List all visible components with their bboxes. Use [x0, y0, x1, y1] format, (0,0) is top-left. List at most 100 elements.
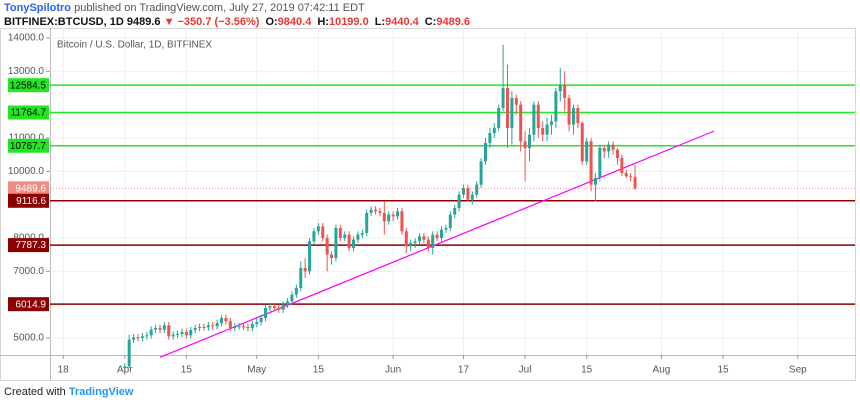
candle-body [202, 327, 206, 328]
candle-body [541, 128, 545, 135]
publish-line: TonySpilotro published on TradingView.co… [4, 2, 365, 14]
ohlc-value: 9840.4 [277, 16, 312, 28]
candle-body [620, 158, 624, 173]
candle-body [492, 128, 496, 133]
candle-body [413, 241, 417, 243]
candle-body [422, 236, 426, 240]
candle-body [224, 318, 228, 322]
change: ▼ −350.7 (−3.56%) [163, 16, 260, 28]
author[interactable]: TonySpilotro [4, 2, 72, 14]
candle-body [554, 91, 558, 122]
candle-body [352, 239, 356, 248]
published: published on TradingView.com, July 27, 2… [74, 2, 365, 14]
candle-body [171, 334, 175, 337]
candle-body [615, 149, 619, 158]
candle-body [396, 211, 400, 217]
candle-body [435, 234, 439, 238]
candle-body [607, 144, 611, 152]
x-tick-label: 15 [717, 365, 729, 376]
ohlc-key: C: [424, 16, 437, 28]
candle-body [330, 254, 334, 258]
ohlc-value: 9440.4 [385, 16, 419, 28]
x-tick-label: Jul [519, 365, 532, 376]
x-tick-label: Sep [789, 365, 807, 376]
candle-body [334, 228, 338, 258]
grid [50, 28, 855, 355]
candle-body [576, 108, 580, 123]
y-tick-label: 10000.0 [8, 166, 45, 177]
last-price: 9489.6 [126, 16, 161, 28]
candle-body [154, 328, 158, 330]
chart-title: Bitcoin / U.S. Dollar, 1D, BITFINEX [57, 40, 212, 51]
candle-body [356, 234, 360, 240]
candle-body [325, 238, 329, 255]
candle-body [514, 98, 518, 105]
candle-body [532, 104, 536, 135]
candle-body [277, 308, 281, 310]
candle-body [519, 104, 523, 142]
candle-body [140, 336, 144, 338]
chart: Bitcoin / U.S. Dollar, 1D, BITFINEX 18 Ap… [0, 28, 856, 381]
candle-body [149, 329, 153, 336]
candle-body [299, 268, 303, 288]
level-label: 10767.7 [10, 141, 47, 152]
candle-body [593, 178, 597, 185]
x-tick-label: Jun [385, 365, 401, 376]
candle-body [233, 326, 237, 328]
candle-body [418, 236, 422, 242]
candle-body [483, 143, 487, 162]
ohlc: O:9840.4 H:10199.0 L:9440.4 C:9489.6 [259, 16, 470, 28]
candle-body [378, 211, 382, 213]
ohlc-value: 10199.0 [328, 16, 369, 28]
candle-body [444, 228, 448, 230]
candle-body [624, 173, 628, 177]
candle-body [228, 321, 232, 328]
brand[interactable]: TradingView [68, 386, 134, 398]
x-tick-label: 17 [458, 365, 470, 376]
level-box [8, 105, 49, 120]
candle-body [303, 268, 307, 272]
candle-body [545, 124, 549, 135]
candle-body [127, 339, 131, 367]
candle-body [215, 323, 219, 327]
candle-body [290, 294, 294, 302]
candle-body [136, 337, 140, 339]
candle-body [338, 228, 342, 238]
x-tick-label: 18 [58, 365, 70, 376]
candle-body [193, 328, 197, 330]
candle-body [549, 121, 553, 125]
candle-body [431, 234, 435, 248]
last-price-label: 9489.6 [15, 183, 46, 194]
candle-body [453, 208, 457, 215]
candle-body [237, 326, 241, 328]
candle-body [272, 306, 276, 308]
candle-body [510, 98, 514, 128]
candle-body [343, 234, 347, 238]
candle-body [211, 325, 215, 327]
candle-body [479, 161, 483, 185]
candle-body [189, 330, 193, 336]
candle-body [294, 288, 298, 295]
candle-body [563, 84, 567, 98]
candle-body [167, 325, 171, 337]
level-box [8, 238, 49, 253]
candle-body [264, 308, 268, 318]
level-label: 11764.7 [11, 108, 47, 119]
candle-body [321, 226, 325, 238]
level-box [8, 78, 49, 93]
footer: Created with TradingView [4, 386, 133, 398]
level-box [8, 138, 49, 153]
candle-body [312, 231, 316, 242]
candle-body [281, 304, 285, 310]
candle-body [426, 239, 430, 248]
candle-body [501, 88, 505, 108]
x-tick-label: 15 [181, 365, 193, 376]
candle-body [523, 141, 527, 148]
x-tick-label: Aug [653, 365, 671, 376]
candle-body [400, 211, 404, 232]
candle-body [475, 184, 479, 195]
x-tick-label: 15 [581, 365, 593, 376]
level-box [8, 297, 49, 312]
x-tick-label: Apr [117, 365, 133, 376]
